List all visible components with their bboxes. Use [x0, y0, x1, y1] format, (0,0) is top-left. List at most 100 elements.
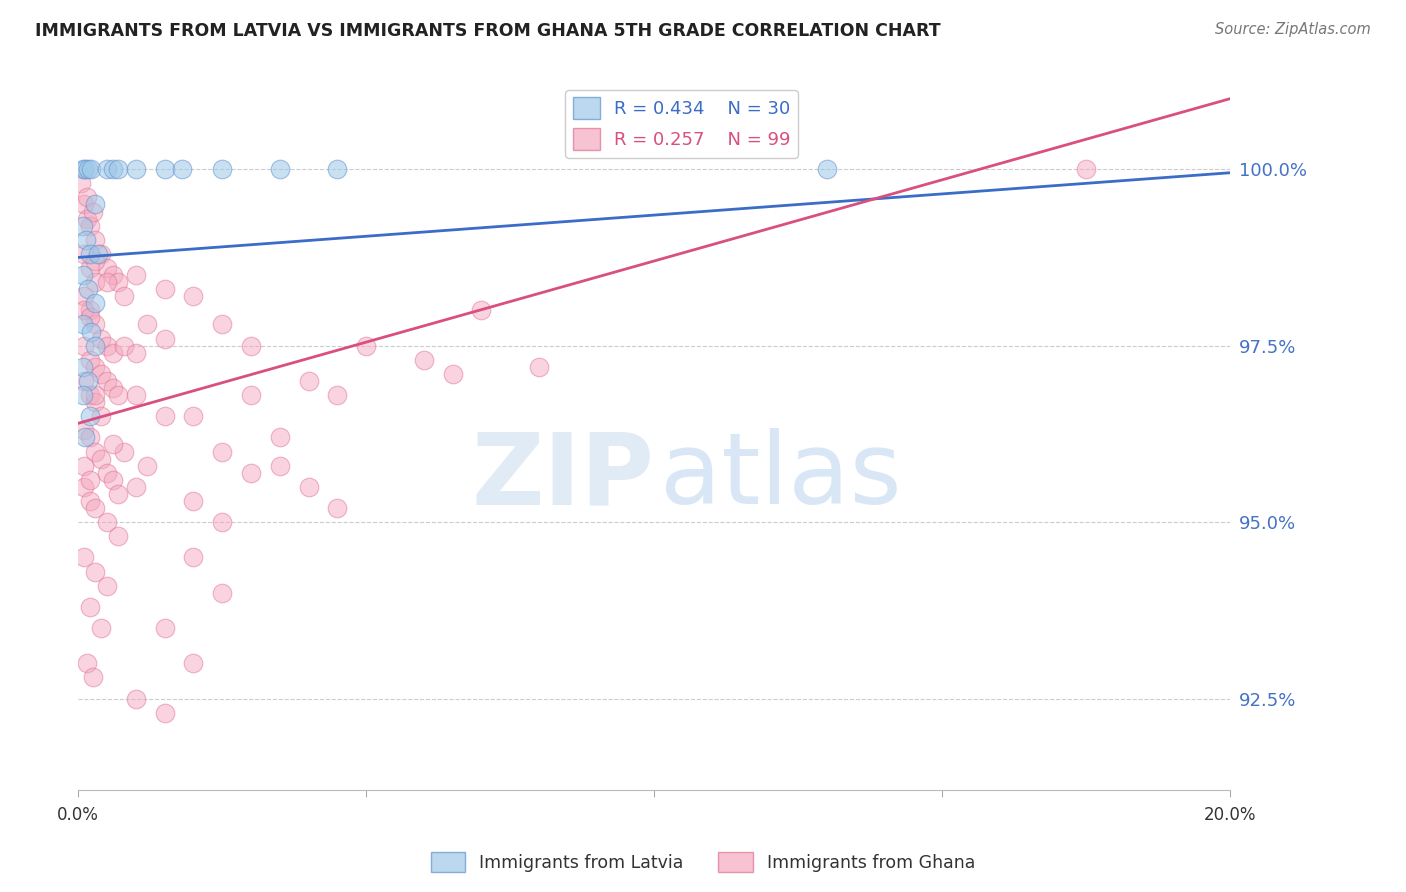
Immigrants from Latvia — [72, 219, 94, 233]
Immigrants from Ghana — [73, 197, 96, 211]
Immigrants from Ghana — [96, 579, 118, 593]
Immigrants from Ghana — [269, 458, 291, 473]
Immigrants from Ghana — [90, 332, 112, 346]
Immigrants from Latvia — [87, 247, 110, 261]
Immigrants from Ghana — [73, 289, 96, 303]
Text: IMMIGRANTS FROM LATVIA VS IMMIGRANTS FROM GHANA 5TH GRADE CORRELATION CHART: IMMIGRANTS FROM LATVIA VS IMMIGRANTS FRO… — [35, 22, 941, 40]
Immigrants from Ghana — [211, 444, 233, 458]
Immigrants from Latvia — [72, 359, 94, 374]
Immigrants from Latvia — [72, 318, 94, 332]
Immigrants from Ghana — [125, 388, 148, 402]
Immigrants from Ghana — [183, 550, 205, 565]
Immigrants from Ghana — [96, 339, 118, 353]
Immigrants from Ghana — [73, 339, 96, 353]
Legend: Immigrants from Latvia, Immigrants from Ghana: Immigrants from Latvia, Immigrants from … — [423, 845, 983, 879]
Immigrants from Ghana — [153, 282, 176, 296]
Immigrants from Ghana — [73, 303, 96, 318]
Immigrants from Ghana — [84, 254, 107, 268]
Immigrants from Ghana — [107, 487, 129, 501]
Immigrants from Ghana — [153, 409, 176, 424]
Immigrants from Ghana — [76, 190, 98, 204]
Immigrants from Ghana — [96, 275, 118, 289]
Immigrants from Ghana — [1076, 162, 1098, 177]
Immigrants from Ghana — [84, 395, 107, 409]
Immigrants from Ghana — [125, 268, 148, 282]
Immigrants from Ghana — [90, 451, 112, 466]
Immigrants from Ghana — [153, 621, 176, 635]
Legend: R = 0.434    N = 30, R = 0.257    N = 99: R = 0.434 N = 30, R = 0.257 N = 99 — [565, 90, 797, 158]
Immigrants from Ghana — [101, 268, 124, 282]
Immigrants from Ghana — [90, 367, 112, 381]
Immigrants from Latvia — [80, 325, 103, 339]
Immigrants from Ghana — [269, 430, 291, 444]
Immigrants from Ghana — [326, 388, 349, 402]
Immigrants from Ghana — [73, 550, 96, 565]
Immigrants from Ghana — [84, 359, 107, 374]
Immigrants from Latvia — [73, 162, 96, 177]
Immigrants from Ghana — [79, 219, 101, 233]
Immigrants from Ghana — [101, 345, 124, 359]
Immigrants from Ghana — [84, 275, 107, 289]
Immigrants from Latvia — [72, 162, 94, 177]
Immigrants from Latvia — [170, 162, 193, 177]
Immigrants from Ghana — [441, 367, 464, 381]
Immigrants from Ghana — [183, 409, 205, 424]
Immigrants from Latvia — [79, 247, 101, 261]
Immigrants from Ghana — [79, 473, 101, 487]
Immigrants from Latvia — [815, 162, 838, 177]
Immigrants from Ghana — [153, 332, 176, 346]
Immigrants from Ghana — [107, 275, 129, 289]
Immigrants from Ghana — [412, 352, 434, 367]
Immigrants from Ghana — [211, 318, 233, 332]
Immigrants from Latvia — [96, 162, 118, 177]
Immigrants from Ghana — [101, 381, 124, 395]
Immigrants from Ghana — [73, 423, 96, 437]
Immigrants from Ghana — [82, 670, 104, 684]
Immigrants from Ghana — [183, 657, 205, 671]
Immigrants from Ghana — [297, 374, 319, 388]
Immigrants from Ghana — [297, 480, 319, 494]
Immigrants from Ghana — [239, 466, 262, 480]
Immigrants from Ghana — [84, 501, 107, 516]
Text: 0.0%: 0.0% — [58, 806, 98, 824]
Immigrants from Ghana — [73, 458, 96, 473]
Immigrants from Ghana — [90, 247, 112, 261]
Immigrants from Ghana — [101, 473, 124, 487]
Immigrants from Ghana — [107, 529, 129, 543]
Immigrants from Ghana — [79, 310, 101, 325]
Immigrants from Ghana — [470, 303, 492, 318]
Immigrants from Ghana — [96, 260, 118, 275]
Immigrants from Latvia — [77, 162, 100, 177]
Immigrants from Latvia — [77, 374, 100, 388]
Immigrants from Ghana — [73, 374, 96, 388]
Immigrants from Ghana — [82, 204, 104, 219]
Immigrants from Ghana — [79, 303, 101, 318]
Immigrants from Ghana — [84, 233, 107, 247]
Immigrants from Latvia — [72, 268, 94, 282]
Text: ZIP: ZIP — [471, 428, 654, 525]
Immigrants from Ghana — [136, 318, 159, 332]
Immigrants from Ghana — [112, 444, 135, 458]
Immigrants from Ghana — [527, 359, 550, 374]
Immigrants from Ghana — [136, 458, 159, 473]
Immigrants from Ghana — [101, 437, 124, 451]
Immigrants from Latvia — [153, 162, 176, 177]
Immigrants from Ghana — [112, 339, 135, 353]
Immigrants from Latvia — [84, 197, 107, 211]
Immigrants from Latvia — [84, 339, 107, 353]
Text: atlas: atlas — [659, 428, 901, 525]
Immigrants from Ghana — [84, 444, 107, 458]
Immigrants from Ghana — [125, 691, 148, 706]
Immigrants from Ghana — [125, 480, 148, 494]
Immigrants from Ghana — [239, 339, 262, 353]
Immigrants from Latvia — [73, 430, 96, 444]
Immigrants from Ghana — [326, 501, 349, 516]
Immigrants from Ghana — [183, 289, 205, 303]
Immigrants from Ghana — [96, 515, 118, 529]
Immigrants from Ghana — [79, 494, 101, 508]
Immigrants from Latvia — [269, 162, 291, 177]
Immigrants from Ghana — [84, 388, 107, 402]
Immigrants from Latvia — [125, 162, 148, 177]
Immigrants from Latvia — [84, 296, 107, 310]
Immigrants from Ghana — [107, 388, 129, 402]
